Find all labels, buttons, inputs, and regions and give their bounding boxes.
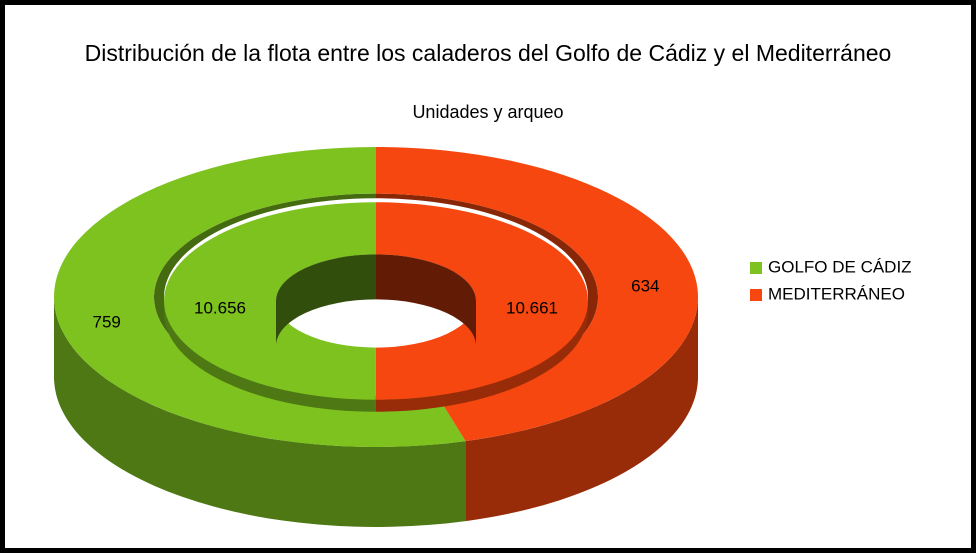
slice [376,147,698,442]
legend-swatch [750,262,762,274]
legend-swatch [750,289,762,301]
legend-label: GOLFO DE CÁDIZ [768,257,912,276]
hole-wall [276,254,376,346]
chart-title: Distribución de la flota entre los calad… [85,40,892,66]
chart-subtitle: Unidades y arqueo [412,102,563,122]
hole-wall [376,254,476,346]
legend-label: MEDITERRÁNEO [768,284,905,303]
slice [375,202,588,400]
slice-side [465,297,698,522]
slice-side [54,297,466,527]
data-label: 759 [93,312,121,331]
data-label: 634 [631,277,659,296]
slice-side [164,301,376,412]
slice [53,147,466,447]
chart: Distribución de la flota entre los calad… [53,40,912,527]
slice-side [375,301,588,412]
data-label: 10.656 [194,298,246,317]
slice [163,202,376,400]
data-label: 10.661 [506,299,558,318]
